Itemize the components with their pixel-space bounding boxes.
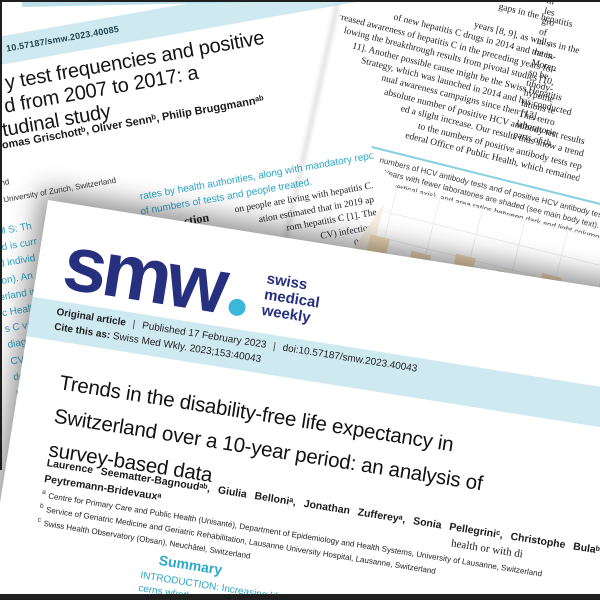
separator: | (131, 318, 137, 331)
screenshot-frame-edge (0, 0, 600, 2)
doi-text: 10.57187/smw.2023.40085 (5, 23, 120, 54)
separator: | (272, 341, 277, 353)
screenshot-frame-edge (0, 0, 2, 470)
smw-wordmark: swiss medical weekly (260, 270, 323, 327)
smw-logo-dot-icon (227, 297, 248, 318)
affiliations-fragment: nd University of Zurich, Switzerland (0, 155, 117, 208)
screenshot-frame-edge (0, 594, 600, 600)
